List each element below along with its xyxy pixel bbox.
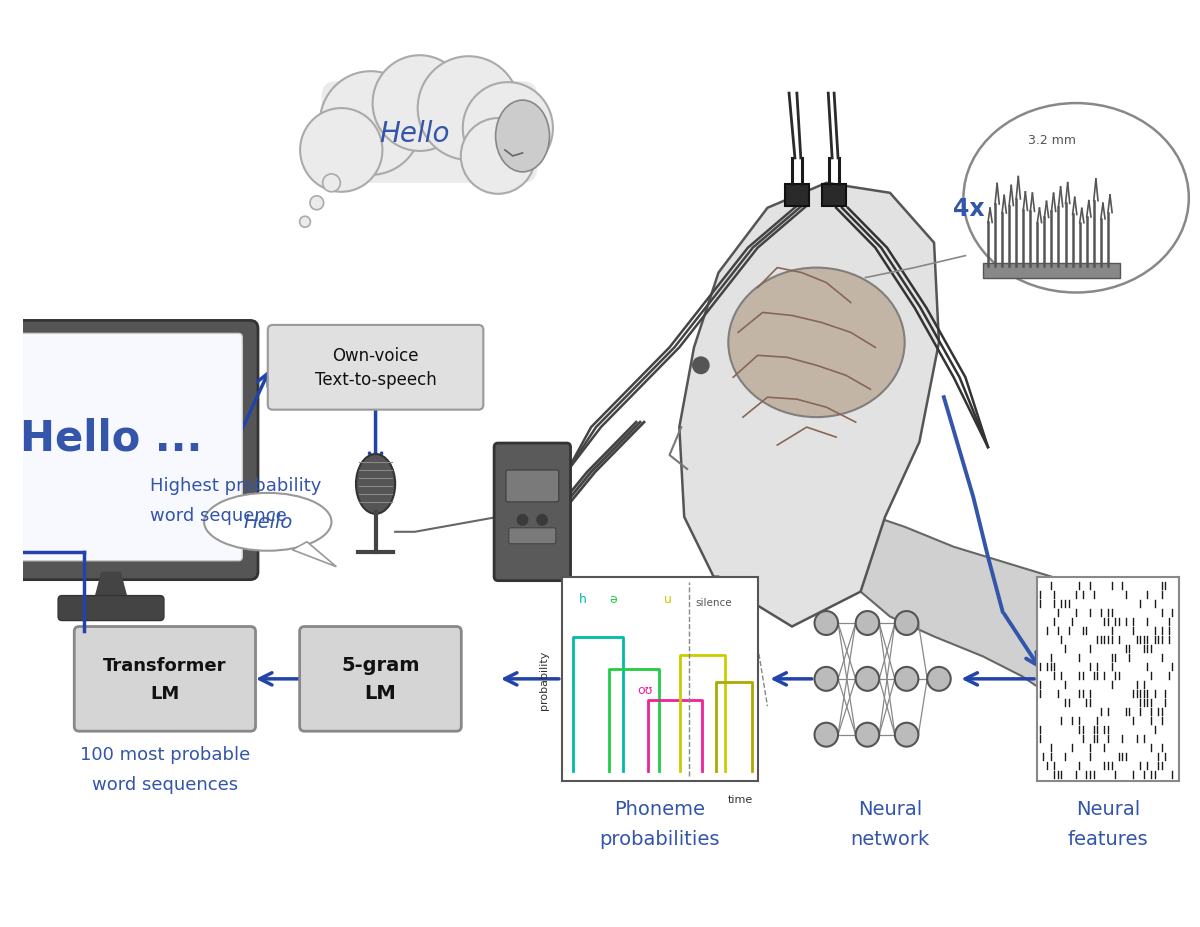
FancyBboxPatch shape <box>74 627 256 731</box>
Circle shape <box>815 667 838 691</box>
Text: h: h <box>580 592 587 605</box>
Circle shape <box>895 723 918 747</box>
Ellipse shape <box>204 493 331 552</box>
Circle shape <box>310 197 324 210</box>
Circle shape <box>463 83 553 174</box>
FancyBboxPatch shape <box>300 627 461 731</box>
Text: Text-to-speech: Text-to-speech <box>314 371 437 388</box>
Circle shape <box>856 612 880 635</box>
Circle shape <box>461 119 535 195</box>
Text: LM: LM <box>365 683 396 703</box>
FancyBboxPatch shape <box>562 577 757 781</box>
Circle shape <box>815 723 838 747</box>
Text: Hello: Hello <box>379 120 450 147</box>
Text: network: network <box>851 830 930 848</box>
Circle shape <box>373 57 467 152</box>
Ellipse shape <box>964 104 1189 293</box>
FancyBboxPatch shape <box>509 528 556 544</box>
Polygon shape <box>94 572 128 602</box>
Polygon shape <box>293 542 336 567</box>
Circle shape <box>856 723 880 747</box>
FancyBboxPatch shape <box>506 471 559 502</box>
Text: time: time <box>727 794 752 804</box>
FancyBboxPatch shape <box>1037 577 1180 781</box>
Circle shape <box>300 109 383 193</box>
Circle shape <box>319 72 421 176</box>
FancyBboxPatch shape <box>785 184 809 207</box>
Ellipse shape <box>728 268 905 418</box>
Circle shape <box>928 667 950 691</box>
Text: Hello: Hello <box>244 513 293 532</box>
Text: 4x: 4x <box>953 197 984 221</box>
Text: probability: probability <box>539 650 550 709</box>
FancyBboxPatch shape <box>0 321 258 580</box>
Text: features: features <box>1068 830 1148 848</box>
Text: Neural: Neural <box>858 800 922 819</box>
Text: LM: LM <box>150 684 180 702</box>
Circle shape <box>856 667 880 691</box>
Circle shape <box>536 514 548 527</box>
Text: silence: silence <box>695 597 732 607</box>
Text: word sequence: word sequence <box>150 506 287 525</box>
Text: 100 most probable: 100 most probable <box>79 745 250 763</box>
Circle shape <box>895 667 918 691</box>
FancyBboxPatch shape <box>58 596 164 621</box>
Text: oʊ: oʊ <box>637 683 653 696</box>
Text: Phoneme: Phoneme <box>614 800 706 819</box>
Text: Transformer: Transformer <box>103 656 227 674</box>
Text: probabilities: probabilities <box>600 830 720 848</box>
Circle shape <box>323 174 341 193</box>
FancyBboxPatch shape <box>268 325 484 411</box>
Text: ə: ə <box>608 592 617 605</box>
FancyBboxPatch shape <box>322 83 538 184</box>
FancyBboxPatch shape <box>983 263 1120 278</box>
FancyBboxPatch shape <box>822 184 846 207</box>
Circle shape <box>895 612 918 635</box>
Text: 5-gram: 5-gram <box>341 655 420 675</box>
FancyBboxPatch shape <box>0 334 242 561</box>
Circle shape <box>300 217 311 228</box>
Text: word sequences: word sequences <box>92 775 238 794</box>
Text: Own-voice: Own-voice <box>332 347 419 365</box>
Circle shape <box>517 514 528 527</box>
Text: 3.2 mm: 3.2 mm <box>1027 134 1075 147</box>
FancyBboxPatch shape <box>494 444 570 581</box>
Text: Hello ...: Hello ... <box>20 416 202 459</box>
Text: Highest probability: Highest probability <box>150 476 322 494</box>
Circle shape <box>692 357 709 375</box>
Ellipse shape <box>496 101 550 172</box>
Polygon shape <box>860 517 1051 696</box>
Ellipse shape <box>356 454 395 514</box>
Circle shape <box>418 57 520 160</box>
Polygon shape <box>679 184 938 627</box>
Text: Neural: Neural <box>1076 800 1140 819</box>
Text: u: u <box>664 592 672 605</box>
Circle shape <box>815 612 838 635</box>
